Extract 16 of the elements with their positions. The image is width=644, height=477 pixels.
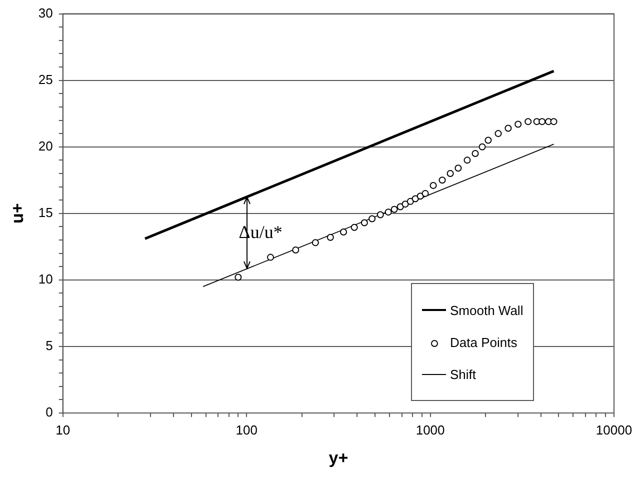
x-tick-label: 10000 <box>596 422 632 438</box>
x-tick-label: 1000 <box>416 422 445 438</box>
x-tick-label: 100 <box>236 422 258 438</box>
y-tick-label: 15 <box>38 204 53 220</box>
x-axis-title: y+ <box>328 448 348 468</box>
y-axis-title: u+ <box>8 203 27 224</box>
legend-label: Shift <box>450 366 476 382</box>
y-tick-label: 10 <box>38 272 53 287</box>
legend-label: Smooth Wall <box>450 302 524 318</box>
y-tick-label: 30 <box>38 5 53 20</box>
y-tick-label: 5 <box>46 338 53 354</box>
y-tick-label: 25 <box>38 72 53 87</box>
legend-label: Data Points <box>450 334 518 350</box>
x-tick-label: 10 <box>56 422 70 438</box>
y-tick-label: 0 <box>46 404 53 420</box>
y-tick-label: 20 <box>38 138 53 154</box>
